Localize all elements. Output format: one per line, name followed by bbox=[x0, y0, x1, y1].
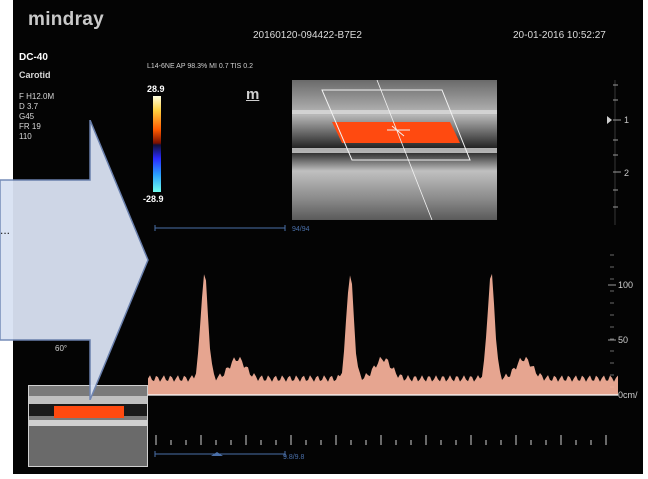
m-label: m bbox=[246, 86, 260, 103]
frame-slider[interactable] bbox=[153, 225, 287, 231]
study-id: 20160120-094422-B7E2 bbox=[253, 30, 362, 41]
spectral-waveform bbox=[148, 273, 618, 395]
datetime: 20-01-2016 10:52:27 bbox=[513, 30, 606, 41]
preset-label: Carotid bbox=[19, 70, 51, 80]
color-box[interactable] bbox=[321, 89, 471, 161]
param-depth: D 3.7 bbox=[19, 102, 39, 111]
imaging-params: F H12.0M D 3.7 G45 FR 19 110 bbox=[19, 92, 54, 142]
bmode-sub-params: L14-6NE AP 98.3% MI 0.7 TIS 0.2 bbox=[147, 63, 253, 70]
angle-label: 60° bbox=[55, 344, 68, 353]
doppler-cursor-line[interactable] bbox=[376, 80, 433, 220]
time-counter: 9.8/9.8 bbox=[283, 454, 305, 461]
velocity-label: 0cm/ bbox=[618, 390, 638, 400]
ellipsis-text: ... bbox=[0, 223, 11, 237]
param-gain: G45 bbox=[19, 112, 35, 121]
param-dynamic-range: 110 bbox=[19, 132, 32, 141]
focus-marker-icon[interactable] bbox=[607, 116, 612, 124]
depth-scale bbox=[607, 80, 621, 225]
velocity-label: 100 bbox=[618, 280, 633, 290]
spectral-doppler: 100 50 0cm/ bbox=[148, 254, 638, 445]
depth-label-2: 2 bbox=[624, 168, 630, 178]
color-scale-max: 28.9 bbox=[147, 84, 165, 94]
color-scale-min: -28.9 bbox=[143, 194, 164, 204]
bmode-image bbox=[292, 80, 497, 220]
ultrasound-screen: mindray 20160120-094422-B7E2 20-01-2016 … bbox=[13, 0, 643, 474]
time-slider[interactable] bbox=[153, 451, 287, 457]
velocity-label: 50 bbox=[618, 335, 628, 345]
time-axis bbox=[155, 435, 607, 445]
arrow-right-icon bbox=[0, 120, 149, 400]
brand-logo: mindray bbox=[28, 9, 105, 30]
color-flow-region bbox=[332, 122, 460, 143]
frame-counter: 94/94 bbox=[292, 226, 310, 233]
param-framerate: FR 19 bbox=[19, 122, 41, 131]
param-frequency: F H12.0M bbox=[19, 92, 55, 101]
color-velocity-bar bbox=[153, 96, 161, 192]
depth-label-1: 1 bbox=[624, 115, 630, 125]
probe-label: DC-40 bbox=[19, 52, 48, 63]
thumbnail-preview[interactable] bbox=[28, 385, 148, 467]
